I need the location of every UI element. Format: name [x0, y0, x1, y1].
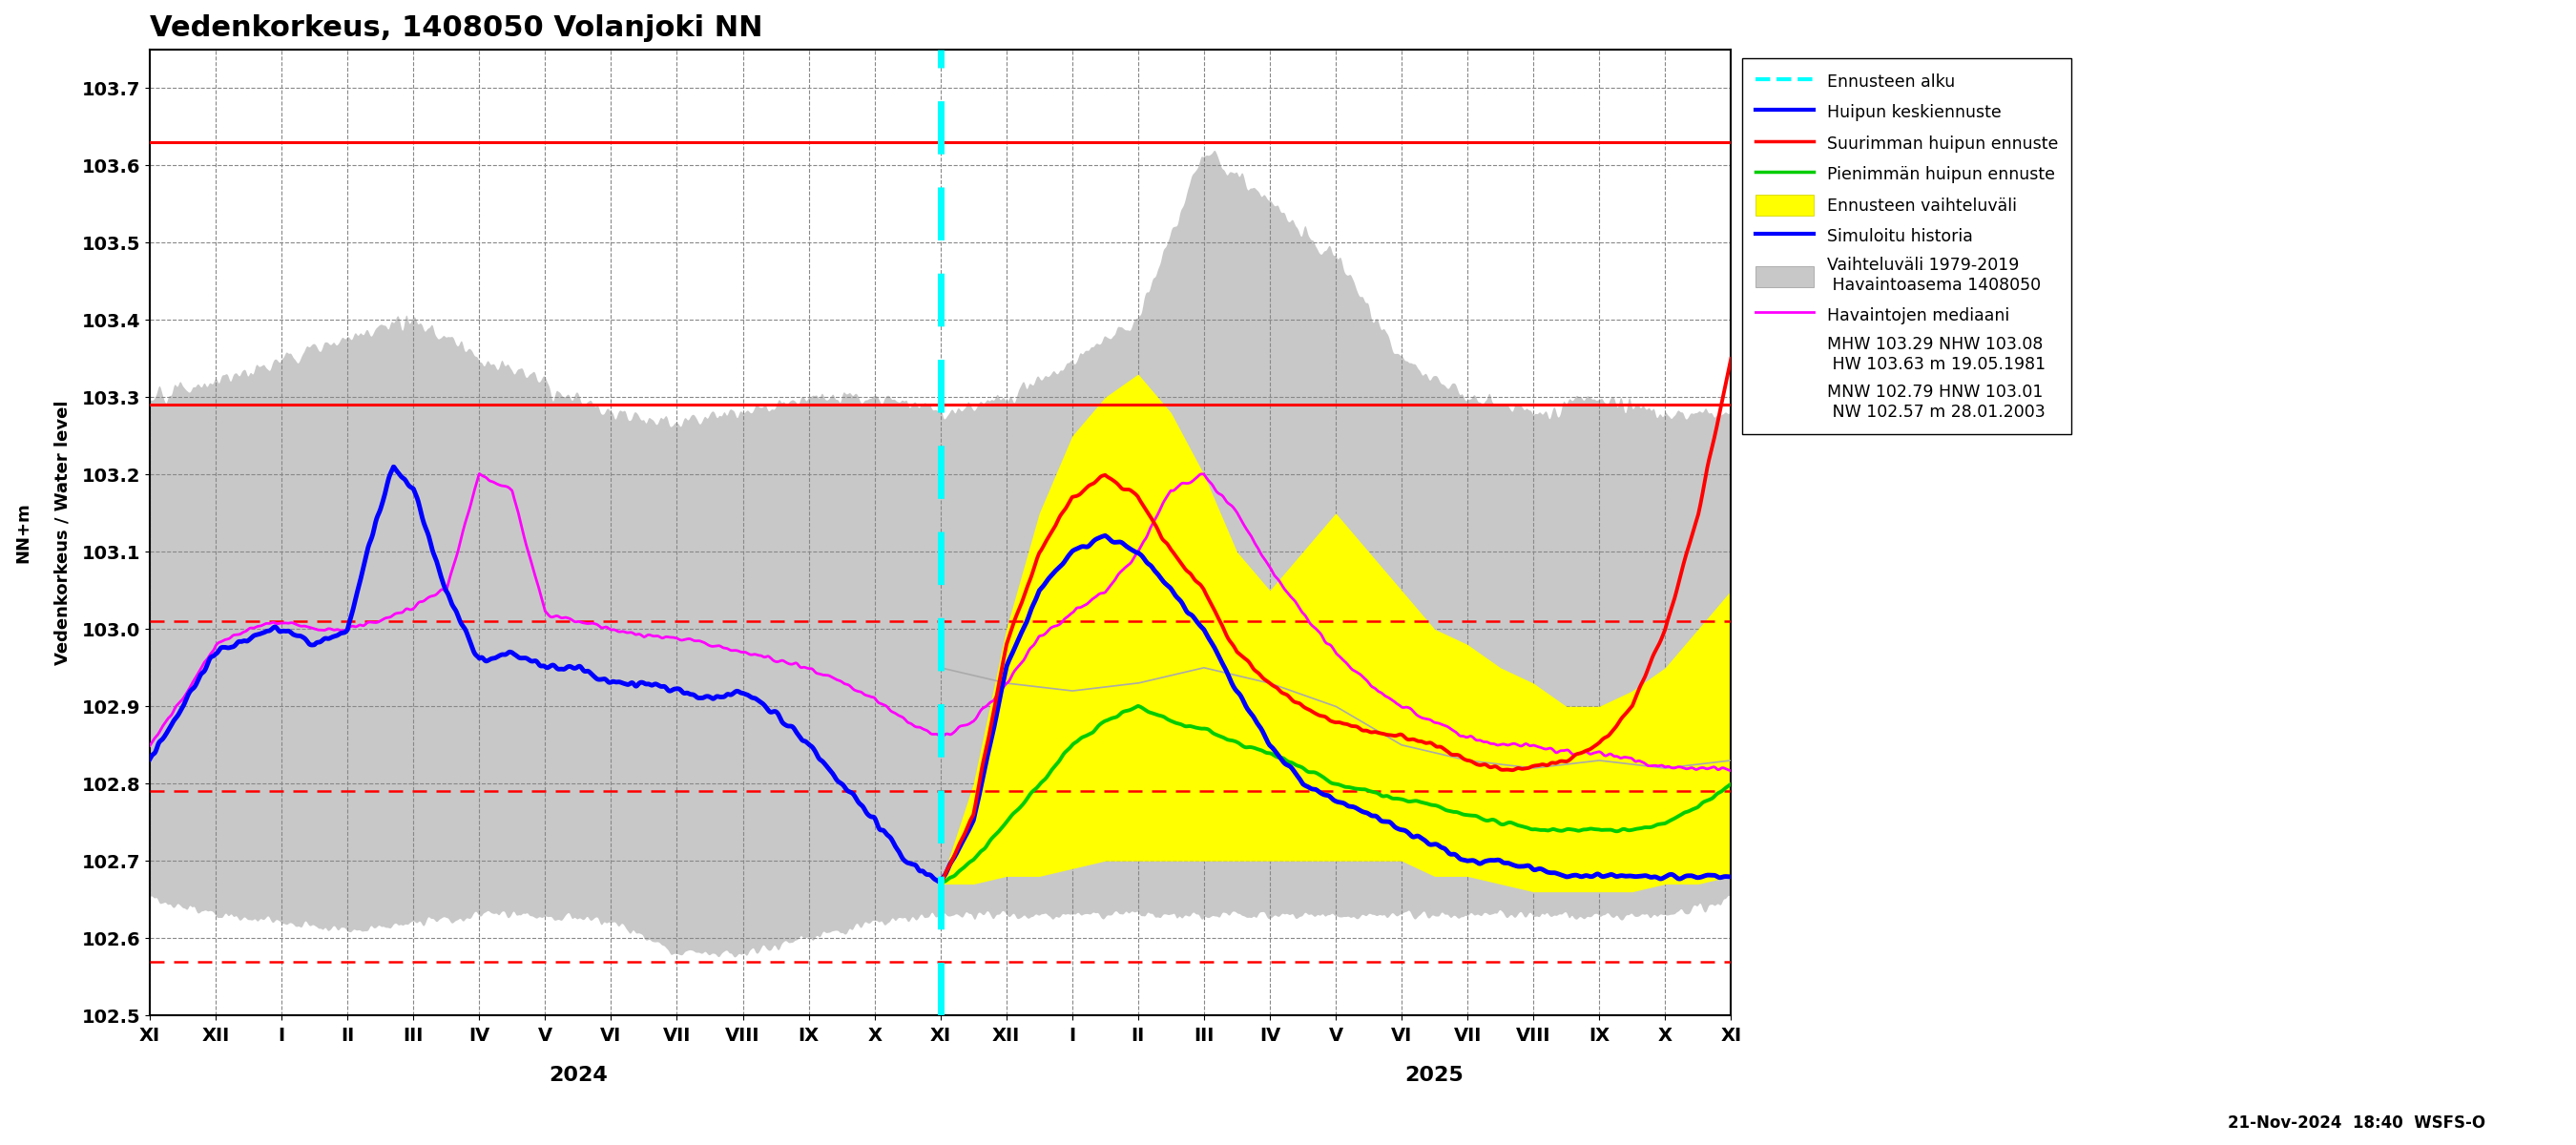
Legend: Ennusteen alku, Huipun keskiennuste, Suurimman huipun ennuste, Pienimmän huipun : Ennusteen alku, Huipun keskiennuste, Suu…: [1741, 57, 2071, 434]
Text: 2024: 2024: [549, 1066, 608, 1085]
Text: Vedenkorkeus, 1408050 Volanjoki NN: Vedenkorkeus, 1408050 Volanjoki NN: [149, 14, 762, 42]
Text: 2025: 2025: [1404, 1066, 1463, 1085]
Text: 21-Nov-2024  18:40  WSFS-O: 21-Nov-2024 18:40 WSFS-O: [2228, 1114, 2486, 1131]
Y-axis label: NN+m

Vedenkorkeus / Water level: NN+m Vedenkorkeus / Water level: [15, 400, 72, 665]
